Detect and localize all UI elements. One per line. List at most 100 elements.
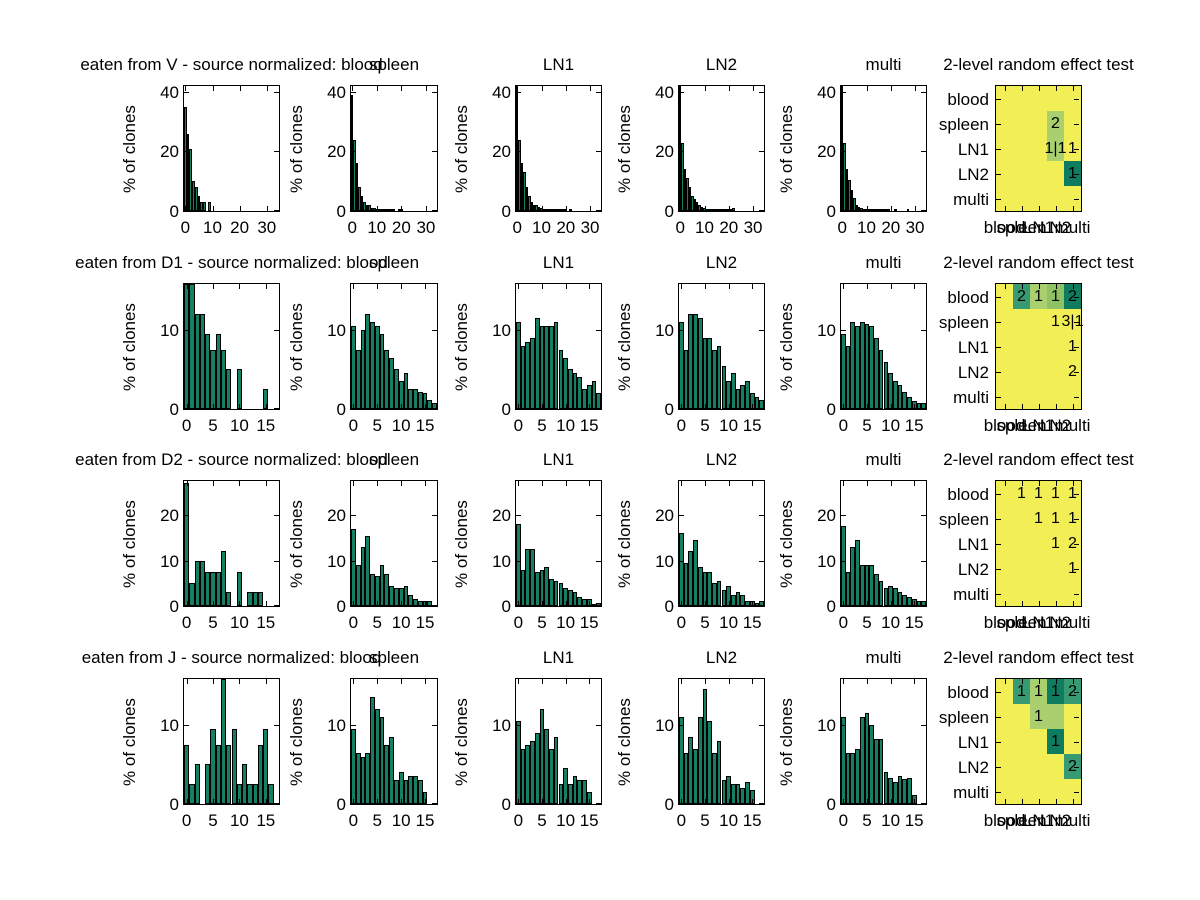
- tick-mark: [890, 601, 892, 606]
- histogram-bar: [394, 369, 399, 409]
- tick-mark: [377, 799, 379, 804]
- histogram-bar: [530, 337, 535, 409]
- y-tick-label: 0: [336, 202, 346, 221]
- y-axis-label: % of clones: [452, 104, 471, 193]
- histogram-bar: [379, 716, 385, 804]
- y-tick-label: 10: [817, 715, 836, 735]
- subplot-axes: [350, 678, 438, 805]
- organ-col-label: multi: [1054, 613, 1091, 632]
- histogram-bar: [878, 349, 884, 409]
- tick-mark: [274, 605, 279, 606]
- x-tick-label: 15: [904, 613, 924, 632]
- histogram-bar: [705, 208, 709, 211]
- tick-mark: [996, 691, 1001, 693]
- heatmap-cell-value: 2: [1068, 288, 1077, 305]
- organ-row-label: spleen: [938, 707, 989, 727]
- tick-mark: [425, 284, 427, 289]
- tick-mark: [596, 151, 601, 153]
- tick-mark: [1074, 568, 1079, 570]
- x-tick-label: 0: [347, 218, 357, 237]
- histogram-bar: [523, 172, 526, 211]
- tick-mark: [351, 803, 356, 804]
- histogram-bar: [226, 369, 232, 409]
- tick-mark: [239, 284, 241, 289]
- y-tick-label: 0: [336, 597, 346, 616]
- y-tick-label: 20: [327, 506, 346, 526]
- tick-mark: [1074, 493, 1079, 495]
- tick-mark: [1021, 679, 1023, 684]
- tick-mark: [184, 515, 189, 517]
- tick-mark: [915, 86, 917, 91]
- tick-mark: [1004, 284, 1006, 289]
- x-tick-label: 0: [513, 613, 524, 632]
- subplot-axes: [678, 283, 765, 410]
- histogram-bar: [879, 209, 883, 211]
- heatmap-title: 2-level random effect test: [943, 55, 1134, 74]
- tick-mark: [239, 86, 241, 91]
- tick-mark: [239, 799, 241, 804]
- tick-mark: [518, 799, 520, 804]
- histogram-bar: [582, 780, 587, 804]
- tick-mark: [681, 404, 683, 409]
- histogram-bar: [525, 549, 531, 606]
- tick-mark: [843, 679, 845, 684]
- organ-col-label: blood: [983, 218, 1026, 237]
- organ-col-label: LN2: [1039, 811, 1072, 830]
- tick-mark: [516, 605, 521, 606]
- heatmap-title: 2-level random effect test: [943, 648, 1134, 667]
- histogram-bar: [572, 592, 578, 606]
- histogram-bar: [525, 341, 531, 409]
- tick-mark: [1074, 396, 1079, 398]
- histogram-bar: [413, 776, 418, 804]
- histogram-bar: [869, 325, 875, 409]
- organ-row-label: LN2: [957, 559, 989, 579]
- histogram-bar: [226, 592, 232, 606]
- col-title: multi: [865, 253, 902, 272]
- histogram-bar: [870, 209, 873, 211]
- tick-mark: [1074, 543, 1079, 545]
- heatmap-cell-value: 1: [1051, 733, 1060, 750]
- histogram-bar: [569, 209, 572, 211]
- x-tick-label: 10: [391, 811, 411, 830]
- histogram-bar: [384, 574, 390, 606]
- x-tick-label: 10: [881, 811, 901, 830]
- tick-mark: [843, 799, 845, 804]
- tick-mark: [274, 803, 279, 804]
- histogram-bar: [730, 208, 733, 211]
- tick-mark: [186, 679, 188, 684]
- tick-mark: [752, 284, 754, 289]
- histogram-bar: [544, 728, 550, 804]
- organ-row-label: LN1: [957, 139, 989, 159]
- organ-col-label: blood: [983, 416, 1026, 435]
- tick-mark: [425, 481, 427, 486]
- tick-mark: [921, 408, 926, 409]
- histogram-bar: [683, 349, 689, 409]
- histogram-bar: [387, 209, 391, 211]
- histogram-bar: [197, 196, 201, 211]
- x-tick-label: 10: [229, 811, 249, 830]
- tick-mark: [841, 210, 846, 211]
- tick-mark: [590, 86, 592, 91]
- histogram-bar: [199, 560, 206, 606]
- tick-mark: [679, 151, 684, 153]
- tick-mark: [401, 86, 403, 91]
- histogram-bar: [194, 764, 200, 804]
- tick-mark: [265, 284, 267, 289]
- y-tick-label: 0: [826, 597, 836, 616]
- heatmap-cell-value: 1: [1051, 683, 1060, 700]
- histogram-bar: [883, 361, 889, 409]
- tick-mark: [184, 91, 189, 93]
- x-tick-label: 10: [881, 613, 901, 632]
- tick-mark: [1072, 601, 1074, 606]
- tick-mark: [996, 173, 1001, 175]
- histogram-bar: [558, 583, 564, 606]
- tick-mark: [1074, 716, 1079, 718]
- tick-mark: [1072, 86, 1074, 91]
- tick-mark: [753, 86, 755, 91]
- tick-mark: [1074, 346, 1079, 348]
- tick-mark: [518, 601, 520, 606]
- tick-mark: [1004, 679, 1006, 684]
- tick-mark: [841, 724, 846, 726]
- tick-mark: [759, 724, 764, 726]
- tick-mark: [265, 601, 267, 606]
